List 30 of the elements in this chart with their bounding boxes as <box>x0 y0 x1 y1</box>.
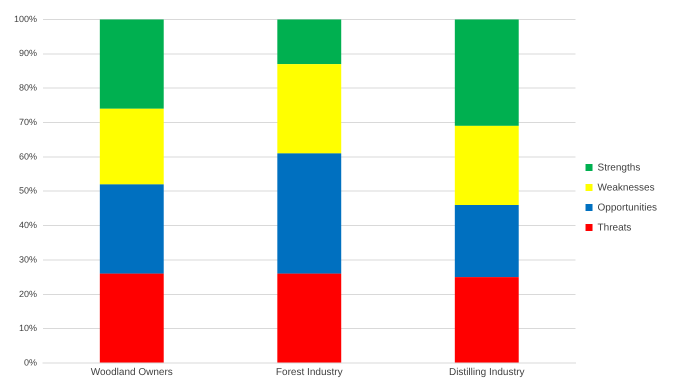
bar <box>277 19 342 64</box>
y-tick-label: 40% <box>19 220 38 230</box>
bar <box>100 19 164 109</box>
y-tick-label: 50% <box>19 186 38 196</box>
y-tick-label: 100% <box>14 14 38 24</box>
x-tick-label: Forest Industry <box>276 366 343 378</box>
legend-label: Weaknesses <box>598 182 655 194</box>
bar <box>454 126 519 205</box>
y-tick-label: 90% <box>19 48 38 58</box>
bar <box>100 184 164 274</box>
y-tick-label: 0% <box>24 357 38 368</box>
y-tick-label: 60% <box>19 151 38 162</box>
bar <box>277 274 342 362</box>
x-tick-label: Woodland Owners <box>90 366 173 378</box>
bar <box>100 274 164 362</box>
y-tick-label: 30% <box>19 254 38 264</box>
bar <box>454 204 519 278</box>
y-tick-label: 80% <box>19 82 38 93</box>
legend-label: Strengths <box>598 162 640 174</box>
bar <box>454 277 519 362</box>
y-tick-label: 70% <box>19 116 38 127</box>
bar <box>454 19 519 126</box>
y-tick-label: 10% <box>19 323 38 334</box>
bar <box>277 64 342 154</box>
legend-label: Threats <box>598 222 632 234</box>
y-tick-label: 20% <box>19 288 38 299</box>
bar <box>277 153 342 274</box>
bar <box>100 108 164 184</box>
legend-label: Opportunities <box>598 202 658 214</box>
x-tick-label: Distilling Industry <box>448 366 525 378</box>
